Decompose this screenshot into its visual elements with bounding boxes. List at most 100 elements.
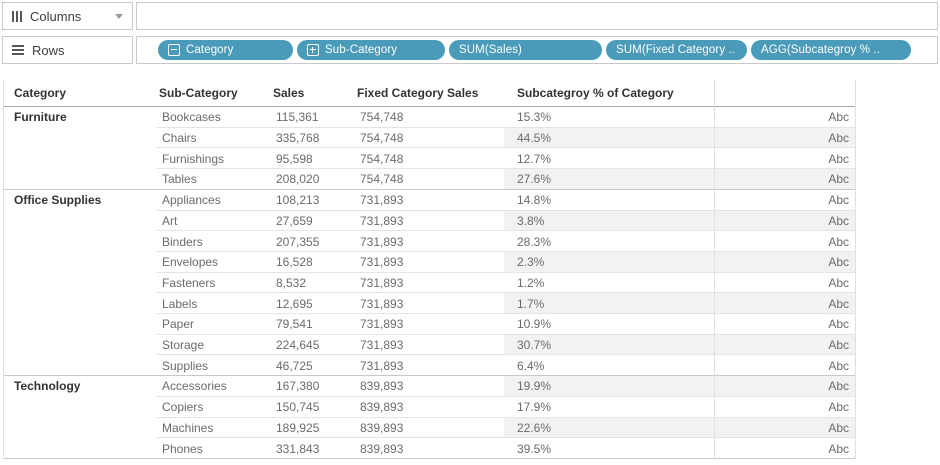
fixed-sales-cell[interactable]: 731,893 — [360, 297, 403, 311]
abc-cell[interactable]: Abc — [828, 235, 849, 249]
pill-category[interactable]: Category — [158, 40, 293, 60]
abc-cell[interactable]: Abc — [828, 421, 849, 435]
subcategory-cell[interactable]: Chairs — [162, 131, 197, 145]
rows-shelf-label[interactable]: Rows — [2, 36, 133, 64]
pct-cell[interactable]: 14.8% — [517, 193, 551, 207]
sales-cell[interactable]: 8,532 — [276, 276, 306, 290]
column-header-category[interactable]: Category — [14, 86, 66, 100]
sales-cell[interactable]: 12,695 — [276, 297, 313, 311]
sales-cell[interactable]: 95,598 — [276, 152, 313, 166]
fixed-sales-cell[interactable]: 754,748 — [360, 172, 403, 186]
sales-cell[interactable]: 115,361 — [276, 110, 319, 124]
columns-dropdown-caret-icon[interactable] — [115, 14, 123, 19]
fixed-sales-cell[interactable]: 839,893 — [360, 421, 403, 435]
subcategory-cell[interactable]: Copiers — [162, 400, 203, 414]
sales-cell[interactable]: 46,725 — [276, 359, 313, 373]
pct-cell[interactable]: 3.8% — [517, 214, 544, 228]
pct-cell[interactable]: 15.3% — [517, 110, 551, 124]
abc-cell[interactable]: Abc — [828, 131, 849, 145]
subcategory-cell[interactable]: Supplies — [162, 359, 208, 373]
subcategory-cell[interactable]: Machines — [162, 421, 213, 435]
fixed-sales-cell[interactable]: 754,748 — [360, 152, 403, 166]
fixed-sales-cell[interactable]: 731,893 — [360, 338, 403, 352]
abc-cell[interactable]: Abc — [828, 317, 849, 331]
pct-cell[interactable]: 44.5% — [517, 131, 551, 145]
sales-cell[interactable]: 189,925 — [276, 421, 319, 435]
fixed-sales-cell[interactable]: 731,893 — [360, 255, 403, 269]
abc-cell[interactable]: Abc — [828, 359, 849, 373]
sales-cell[interactable]: 224,645 — [276, 338, 319, 352]
subcategory-cell[interactable]: Storage — [162, 338, 204, 352]
column-header-fixed-sales[interactable]: Fixed Category Sales — [357, 86, 478, 100]
fixed-sales-cell[interactable]: 731,893 — [360, 193, 403, 207]
sales-cell[interactable]: 108,213 — [276, 193, 319, 207]
abc-cell[interactable]: Abc — [828, 297, 849, 311]
collapse-toggle-icon[interactable] — [168, 44, 180, 56]
expand-toggle-icon[interactable] — [307, 44, 319, 56]
subcategory-cell[interactable]: Fasteners — [162, 276, 215, 290]
subcategory-cell[interactable]: Paper — [162, 317, 194, 331]
pill-sum-sales[interactable]: SUM(Sales) — [449, 40, 602, 60]
sales-cell[interactable]: 150,745 — [276, 400, 319, 414]
columns-shelf-label[interactable]: Columns — [2, 2, 133, 30]
fixed-sales-cell[interactable]: 839,893 — [360, 400, 403, 414]
column-header-sales[interactable]: Sales — [273, 86, 304, 100]
abc-cell[interactable]: Abc — [828, 110, 849, 124]
subcategory-cell[interactable]: Envelopes — [162, 255, 218, 269]
pct-cell[interactable]: 22.6% — [517, 421, 551, 435]
abc-cell[interactable]: Abc — [828, 152, 849, 166]
category-cell[interactable]: Office Supplies — [14, 193, 101, 207]
pct-cell[interactable]: 2.3% — [517, 255, 544, 269]
pct-cell[interactable]: 1.2% — [517, 276, 544, 290]
column-header-pct[interactable]: Subcategroy % of Category — [517, 86, 674, 100]
pct-cell[interactable]: 27.6% — [517, 172, 551, 186]
columns-shelf[interactable] — [136, 2, 938, 30]
subcategory-cell[interactable]: Accessories — [162, 379, 227, 393]
pct-cell[interactable]: 39.5% — [517, 442, 551, 456]
fixed-sales-cell[interactable]: 754,748 — [360, 131, 403, 145]
subcategory-cell[interactable]: Labels — [162, 297, 197, 311]
pct-cell[interactable]: 28.3% — [517, 235, 551, 249]
abc-cell[interactable]: Abc — [828, 400, 849, 414]
rows-shelf[interactable]: CategorySub-CategorySUM(Sales)SUM(Fixed … — [136, 36, 938, 64]
subcategory-cell[interactable]: Furnishings — [162, 152, 224, 166]
sales-cell[interactable]: 79,541 — [276, 317, 313, 331]
abc-cell[interactable]: Abc — [828, 442, 849, 456]
pill-sub-category[interactable]: Sub-Category — [297, 40, 445, 60]
abc-cell[interactable]: Abc — [828, 193, 849, 207]
subcategory-cell[interactable]: Bookcases — [162, 110, 221, 124]
subcategory-cell[interactable]: Appliances — [162, 193, 221, 207]
abc-cell[interactable]: Abc — [828, 276, 849, 290]
subcategory-cell[interactable]: Art — [162, 214, 177, 228]
pill-sum-fixed-category[interactable]: SUM(Fixed Category .. — [606, 40, 747, 60]
sales-cell[interactable]: 207,355 — [276, 235, 319, 249]
fixed-sales-cell[interactable]: 839,893 — [360, 379, 403, 393]
abc-cell[interactable]: Abc — [828, 255, 849, 269]
fixed-sales-cell[interactable]: 754,748 — [360, 110, 403, 124]
sales-cell[interactable]: 16,528 — [276, 255, 313, 269]
fixed-sales-cell[interactable]: 731,893 — [360, 276, 403, 290]
pct-cell[interactable]: 10.9% — [517, 317, 551, 331]
fixed-sales-cell[interactable]: 731,893 — [360, 214, 403, 228]
pct-cell[interactable]: 6.4% — [517, 359, 544, 373]
fixed-sales-cell[interactable]: 731,893 — [360, 235, 403, 249]
fixed-sales-cell[interactable]: 731,893 — [360, 317, 403, 331]
sales-cell[interactable]: 331,843 — [276, 442, 319, 456]
pct-cell[interactable]: 12.7% — [517, 152, 551, 166]
sales-cell[interactable]: 27,659 — [276, 214, 313, 228]
sales-cell[interactable]: 208,020 — [276, 172, 319, 186]
pct-cell[interactable]: 1.7% — [517, 297, 544, 311]
fixed-sales-cell[interactable]: 839,893 — [360, 442, 403, 456]
category-cell[interactable]: Technology — [14, 379, 80, 393]
abc-cell[interactable]: Abc — [828, 379, 849, 393]
subcategory-cell[interactable]: Binders — [162, 235, 203, 249]
abc-cell[interactable]: Abc — [828, 214, 849, 228]
column-header-subcategory[interactable]: Sub-Category — [159, 86, 238, 100]
sales-cell[interactable]: 167,380 — [276, 379, 319, 393]
category-cell[interactable]: Furniture — [14, 110, 67, 124]
subcategory-cell[interactable]: Phones — [162, 442, 203, 456]
pct-cell[interactable]: 30.7% — [517, 338, 551, 352]
sales-cell[interactable]: 335,768 — [276, 131, 319, 145]
pill-agg-subcategroy[interactable]: AGG(Subcategroy % .. — [751, 40, 911, 60]
subcategory-cell[interactable]: Tables — [162, 172, 197, 186]
